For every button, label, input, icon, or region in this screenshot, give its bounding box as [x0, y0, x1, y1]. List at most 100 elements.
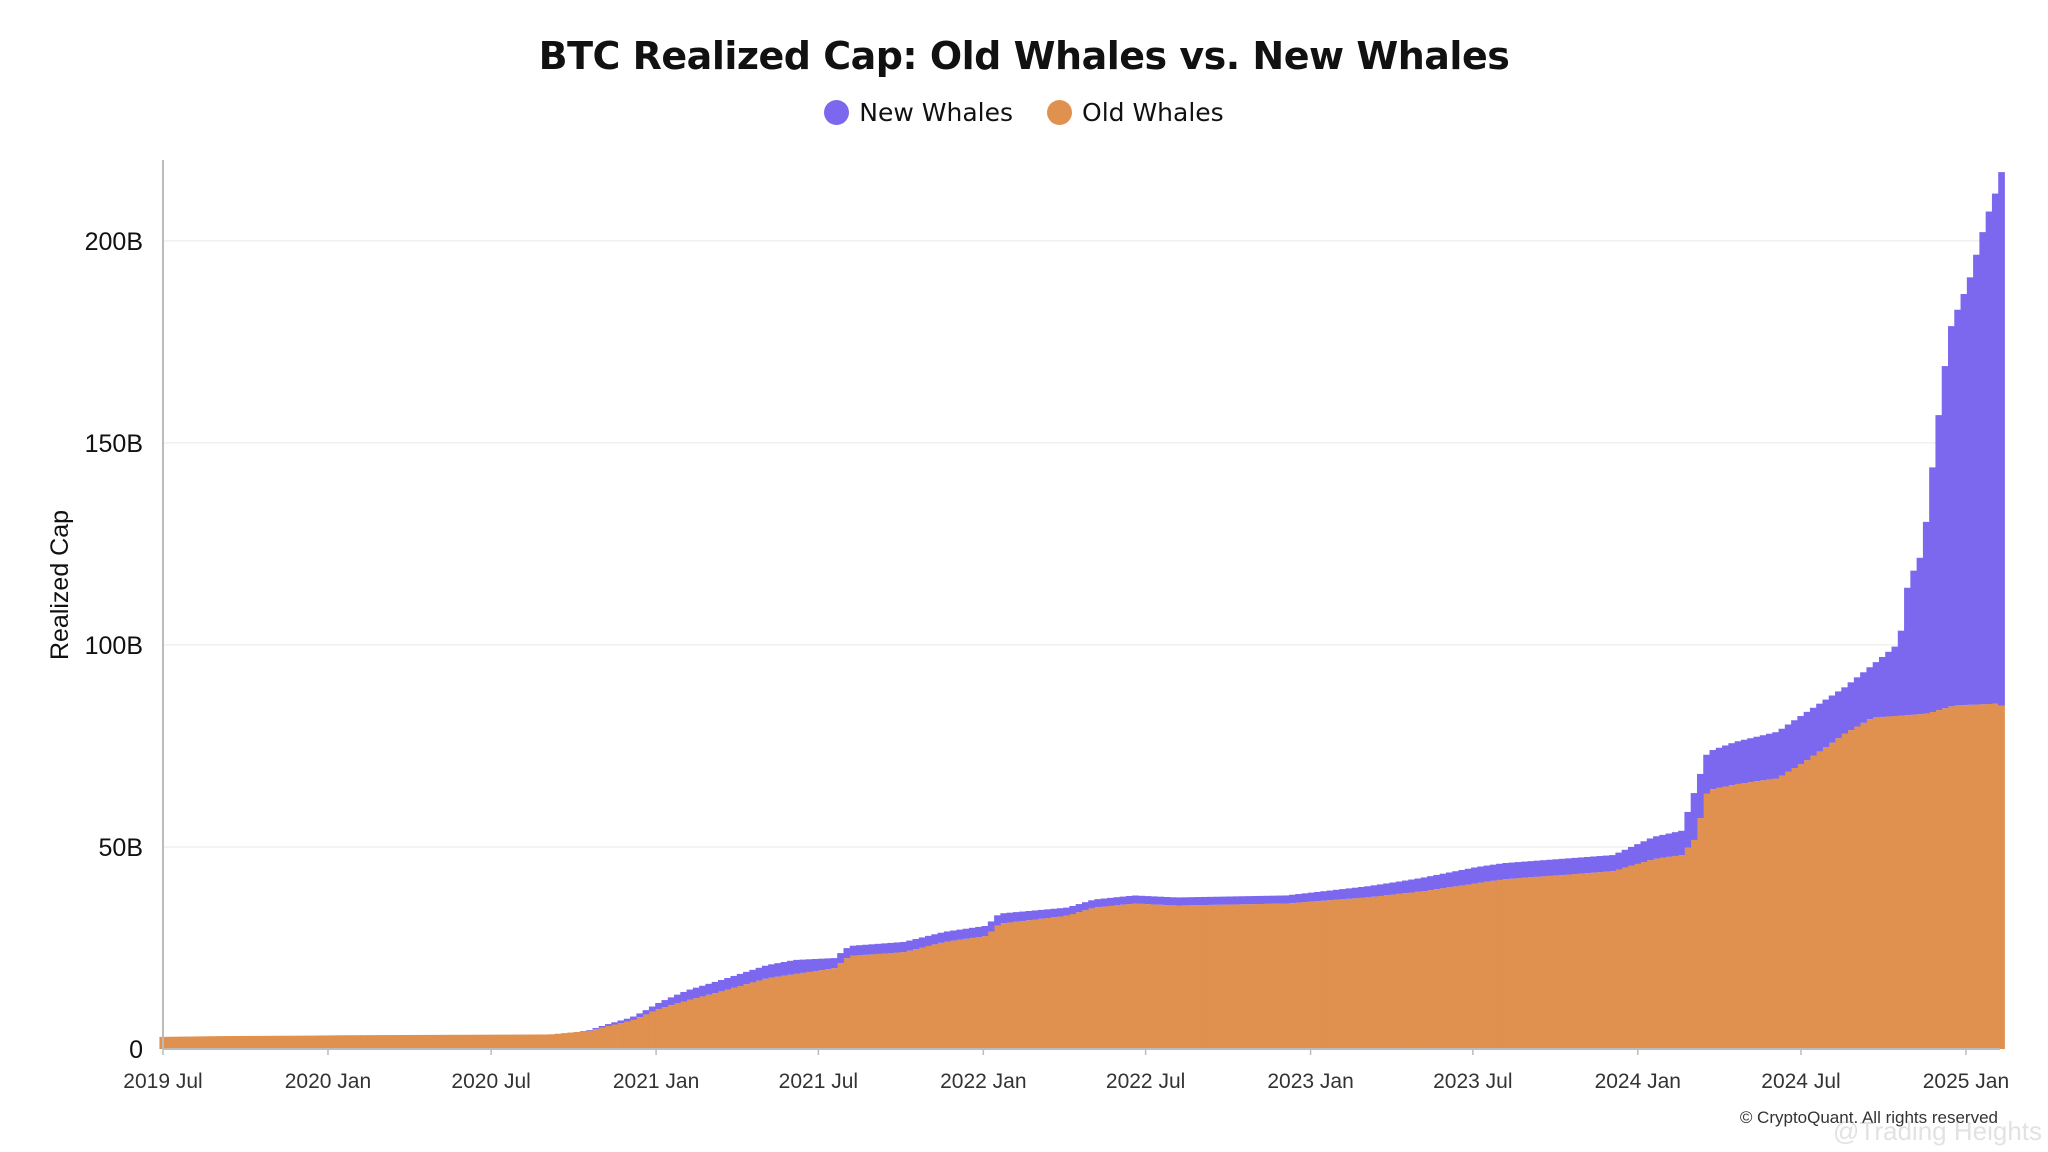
- bar-old-whales: [1709, 789, 1717, 1049]
- bar-new-whales: [1627, 846, 1635, 866]
- bar-new-whales: [1684, 811, 1692, 848]
- bar-new-whales: [1772, 732, 1779, 779]
- bar-new-whales: [604, 1024, 612, 1026]
- bar-old-whales: [1094, 907, 1102, 1049]
- bar-old-whales: [1238, 904, 1246, 1049]
- bar-old-whales: [592, 1029, 600, 1049]
- bar-old-whales: [1653, 858, 1660, 1049]
- bar-old-whales: [1596, 872, 1604, 1049]
- bar-new-whales: [1069, 905, 1077, 915]
- bar-old-whales: [454, 1034, 462, 1049]
- bar-old-whales: [1759, 780, 1767, 1049]
- bar-new-whales: [1063, 907, 1070, 916]
- bar-new-whales: [761, 965, 769, 979]
- bar-old-whales: [962, 938, 970, 1049]
- bar-new-whales: [1690, 793, 1698, 840]
- bar-old-whales: [1081, 910, 1089, 1049]
- bar-old-whales: [1194, 905, 1202, 1049]
- bar-new-whales: [1113, 897, 1121, 906]
- bar-old-whales: [1025, 920, 1033, 1049]
- bar-old-whales: [1345, 898, 1353, 1049]
- bar-old-whales: [912, 949, 920, 1049]
- bar-new-whales: [994, 915, 1001, 926]
- legend-item-old-whales[interactable]: Old Whales: [1047, 98, 1224, 127]
- bar-new-whales: [1640, 841, 1648, 863]
- bar-new-whales: [981, 926, 989, 937]
- bar-old-whales: [1772, 778, 1779, 1049]
- bar-new-whales: [856, 945, 863, 956]
- bar-old-whales: [567, 1032, 575, 1049]
- bar-old-whales: [1295, 902, 1302, 1049]
- bar-new-whales: [1747, 738, 1754, 783]
- bar-old-whales: [190, 1036, 198, 1049]
- bar-old-whales: [554, 1033, 562, 1049]
- bar-old-whales: [1395, 893, 1403, 1049]
- bar-new-whales: [1232, 896, 1240, 905]
- bar-old-whales: [1075, 912, 1083, 1049]
- bar-old-whales: [1332, 899, 1340, 1049]
- bar-old-whales: [316, 1035, 323, 1049]
- bar-new-whales: [1916, 557, 1924, 715]
- bar-new-whales: [1728, 743, 1736, 786]
- bar-old-whales: [1998, 705, 2005, 1049]
- bar-new-whales: [843, 948, 851, 959]
- bar-old-whales: [1270, 903, 1277, 1049]
- bar-old-whales: [1904, 715, 1911, 1049]
- bar-old-whales: [981, 936, 989, 1049]
- bar-old-whales: [1565, 874, 1572, 1049]
- bar-new-whales: [1094, 899, 1102, 908]
- bar-old-whales: [266, 1035, 273, 1049]
- bar-old-whales: [1351, 898, 1359, 1049]
- bar-new-whales: [1822, 699, 1830, 748]
- legend-item-new-whales[interactable]: New Whales: [824, 98, 1013, 127]
- bar-old-whales: [1627, 865, 1635, 1049]
- bar-new-whales: [1075, 904, 1083, 913]
- bar-old-whales: [448, 1034, 455, 1049]
- bar-old-whales: [1690, 839, 1698, 1049]
- y-tick-label: 100B: [85, 632, 143, 660]
- bar-old-whales: [1420, 891, 1428, 1049]
- bar-old-whales: [586, 1030, 593, 1049]
- bar-new-whales: [705, 983, 713, 995]
- bar-old-whales: [793, 973, 800, 1049]
- bar-old-whales: [1038, 918, 1045, 1049]
- y-tick-label: 0: [129, 1036, 143, 1064]
- bar-new-whales: [1452, 871, 1459, 887]
- bar-new-whales: [1521, 861, 1528, 878]
- bar-new-whales: [1238, 896, 1246, 905]
- bar-old-whales: [1991, 703, 1999, 1049]
- bar-new-whales: [893, 942, 901, 953]
- bar-new-whales: [1144, 896, 1152, 905]
- bar-new-whales: [623, 1018, 631, 1022]
- watermark: @Trading Heights: [1833, 1116, 2042, 1146]
- bar-old-whales: [1634, 863, 1641, 1049]
- bar-old-whales: [1000, 923, 1008, 1049]
- bar-new-whales: [1791, 720, 1798, 769]
- bar-old-whales: [1885, 716, 1892, 1049]
- bar-old-whales: [404, 1034, 411, 1049]
- bar-new-whales: [975, 926, 982, 938]
- x-tick-label: 2025 Jan: [1923, 1070, 2009, 1093]
- bar-old-whales: [899, 952, 907, 1049]
- bar-old-whales: [717, 991, 725, 1049]
- bar-old-whales: [466, 1034, 474, 1049]
- bar-old-whales: [674, 1003, 681, 1049]
- bar-new-whales: [1696, 773, 1704, 819]
- bar-old-whales: [542, 1034, 549, 1049]
- bar-old-whales: [203, 1036, 211, 1049]
- bar-new-whales: [1107, 897, 1114, 906]
- bar-new-whales: [805, 959, 813, 972]
- bar-new-whales: [1150, 896, 1158, 905]
- bar-old-whales: [241, 1035, 248, 1049]
- bar-old-whales: [1163, 905, 1171, 1049]
- bar-old-whales: [1376, 895, 1384, 1049]
- bar-old-whales: [1012, 921, 1020, 1049]
- x-tick-label: 2019 Jul: [123, 1070, 202, 1093]
- bar-old-whales: [956, 939, 964, 1049]
- bar-new-whales: [1119, 896, 1127, 905]
- bar-old-whales: [473, 1034, 480, 1049]
- bar-old-whales: [749, 982, 757, 1049]
- bar-old-whales: [1778, 775, 1786, 1049]
- bar-new-whales: [793, 959, 800, 974]
- bar-old-whales: [297, 1035, 305, 1049]
